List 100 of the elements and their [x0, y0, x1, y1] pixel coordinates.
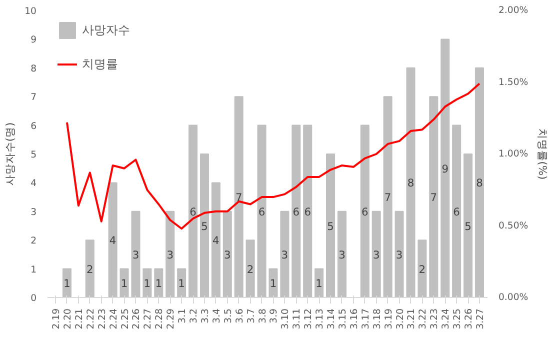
bar [108, 182, 118, 298]
x-tick-label: 3.19 [383, 308, 394, 330]
legend-label: 치명률 [82, 56, 118, 72]
bar [188, 124, 198, 298]
data-label: 3 [132, 248, 140, 262]
data-label: 2 [86, 262, 94, 276]
bar [372, 210, 381, 298]
data-label: 6 [362, 205, 369, 218]
data-label: 3 [281, 248, 288, 262]
y-tick-label: 4 [30, 178, 37, 190]
bar [394, 210, 404, 298]
data-label: 3 [224, 248, 231, 262]
data-label: 6 [304, 205, 312, 218]
data-label: 3 [166, 248, 174, 262]
x-tick-label: 3.21 [406, 308, 418, 330]
bar [303, 124, 312, 298]
bar [222, 210, 232, 298]
y-tick-label: 8 [30, 63, 37, 74]
x-tick-label: 3.18 [372, 308, 383, 330]
bar [120, 268, 129, 298]
data-label: 7 [430, 191, 438, 204]
data-label: 8 [476, 176, 484, 190]
x-tick-label: 3.15 [337, 308, 348, 330]
x-tick-label: 3.14 [326, 308, 338, 330]
data-label: 7 [235, 191, 242, 204]
y2-tick-label: 1.50% [498, 76, 528, 88]
legend-label: 사망자수 [82, 22, 130, 38]
x-tick-label: 3.10 [280, 308, 292, 330]
data-label: 3 [338, 248, 346, 262]
x-tick-label: 2.29 [166, 308, 177, 330]
x-tick-label: 3.5 [222, 308, 234, 324]
line-series [66, 82, 480, 230]
data-label: 9 [442, 162, 449, 176]
bar [142, 268, 152, 298]
bar [440, 38, 450, 298]
data-label: 1 [120, 277, 128, 290]
bar [474, 67, 484, 298]
y-tick-label: 10 [24, 6, 37, 17]
y2-tick-label: 0.50% [498, 220, 528, 232]
data-label: 6 [292, 205, 300, 218]
y2-tick-label: 1.00% [498, 148, 528, 160]
bar [280, 210, 290, 298]
bar [337, 210, 346, 298]
x-tick-label: 2.25 [120, 308, 131, 330]
bar [383, 96, 392, 298]
x-tick-label: 3.24 [440, 308, 452, 330]
data-label: 6 [190, 205, 197, 218]
x-tick-label: 3.27 [474, 308, 486, 330]
y2-tick-label: 0.00% [498, 292, 528, 303]
x-tick-label: 3.3 [200, 308, 211, 324]
x-tick-label: 2.24 [108, 308, 120, 330]
y-tick-label: 1 [30, 264, 37, 276]
bar [326, 154, 336, 298]
y-tick-label: 3 [30, 206, 37, 218]
bar [268, 268, 278, 298]
y-tick-label: 0 [30, 293, 37, 304]
x-tick-label: 3.23 [429, 308, 440, 330]
bar [360, 124, 370, 298]
bar [154, 268, 164, 298]
data-label: 5 [327, 220, 334, 233]
bar [166, 210, 175, 298]
y-tick-label: 6 [30, 120, 37, 132]
y-axis-title: 사망자수(명) [4, 122, 17, 186]
data-label: 2 [246, 262, 254, 276]
x-tick-label: 2.28 [154, 308, 166, 330]
data-label: 5 [464, 220, 472, 233]
bar [452, 124, 462, 298]
data-label: 3 [396, 248, 403, 262]
y-tick-label: 7 [30, 92, 37, 104]
bar [292, 124, 301, 298]
y-tick-label: 9 [30, 34, 37, 46]
data-label: 8 [407, 176, 414, 190]
x-tick-label: 2.21 [74, 308, 85, 330]
x-tick-label: 2.23 [96, 308, 108, 330]
x-tick-label: 3.2 [188, 308, 200, 324]
x-tick-label: 3.25 [452, 308, 464, 330]
data-label: 1 [270, 277, 277, 290]
data-label: 7 [384, 191, 392, 204]
x-tick-label: 2.26 [131, 308, 142, 330]
data-label: 1 [144, 277, 151, 290]
x-tick-label: 3.12 [303, 308, 314, 330]
data-label: 1 [155, 277, 162, 290]
x-tick-label: 3.4 [211, 308, 222, 324]
data-label: 1 [178, 277, 185, 290]
y2-axis-title: 치명률(%) [536, 128, 550, 180]
data-label: 6 [453, 205, 460, 218]
bar [177, 268, 186, 298]
data-label: 3 [372, 248, 380, 262]
bar [85, 240, 94, 298]
x-tick-label: 2.22 [85, 308, 96, 330]
x-tick-label: 3.9 [268, 308, 280, 324]
x-tick-label: 3.22 [418, 308, 429, 330]
x-tick-label: 3.1 [177, 308, 188, 324]
bar [406, 67, 416, 298]
x-tick-label: 3.17 [360, 308, 372, 330]
x-tick-label: 3.20 [394, 308, 406, 330]
data-label: 4 [109, 234, 116, 248]
bar [429, 96, 438, 298]
x-tick-label: 2.27 [142, 308, 154, 330]
data-label: 1 [316, 277, 322, 290]
